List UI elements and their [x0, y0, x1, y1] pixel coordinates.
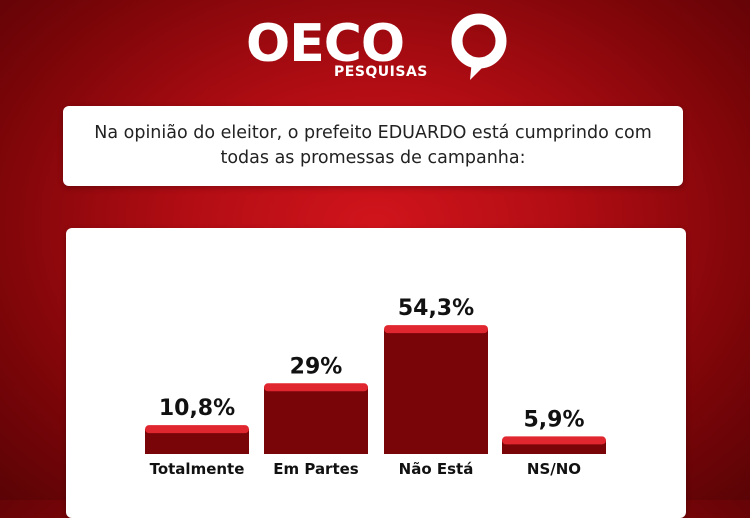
- bar-em-partes: [264, 387, 368, 454]
- value-label: 29%: [290, 354, 343, 379]
- bar-cap: [384, 325, 488, 334]
- bar-cap: [502, 436, 606, 445]
- value-label: 5,9%: [523, 407, 584, 432]
- chart-panel: 10,8% Totalmente 29% Em Partes 54,3% Não Está…: [66, 228, 686, 518]
- bar-cap: [264, 383, 368, 392]
- brand-name: OECO: [246, 14, 405, 74]
- bar-n-o-est-: [384, 329, 488, 454]
- bar-cap: [145, 425, 249, 434]
- category-label: Totalmente: [150, 460, 245, 478]
- value-label: 54,3%: [398, 296, 474, 321]
- bar-chart: 10,8% Totalmente 29% Em Partes 54,3% Não Está…: [145, 296, 606, 478]
- speech-bubble-icon: [451, 13, 507, 80]
- category-label: Não Está: [399, 460, 474, 478]
- category-label: Em Partes: [273, 460, 359, 478]
- value-label: 10,8%: [159, 396, 235, 421]
- brand-subtitle: PESQUISAS: [334, 64, 428, 80]
- bar-totalmente: [145, 429, 249, 454]
- question-text: Na opinião do eleitor, o prefeito EDUARD…: [94, 123, 652, 168]
- brand-logo: OECO PESQUISAS: [0, 8, 750, 88]
- category-label: NS/NO: [527, 460, 581, 478]
- question-box: Na opinião do eleitor, o prefeito EDUARD…: [63, 106, 683, 186]
